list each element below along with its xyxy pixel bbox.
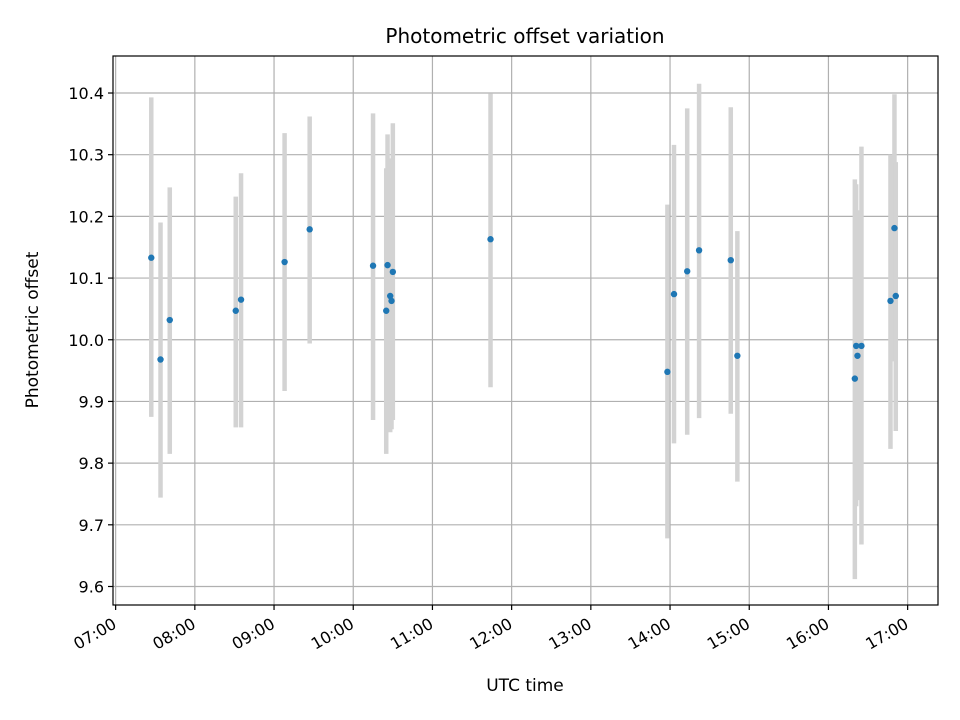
data-point <box>487 236 494 243</box>
data-point <box>389 268 397 276</box>
data-points <box>148 224 899 382</box>
x-axis-label: UTC time <box>486 676 564 696</box>
data-point <box>148 254 155 261</box>
chart-title: Photometric offset variation <box>385 24 664 48</box>
y-tick-label: 10.3 <box>68 146 104 165</box>
data-point <box>695 247 703 254</box>
data-point <box>734 352 741 359</box>
y-axis-label: Photometric offset <box>23 251 43 408</box>
y-tick-label: 10.0 <box>68 331 104 350</box>
y-tick-label: 9.9 <box>79 392 104 411</box>
y-axis-ticks: 9.6 9.7 9.8 9.9 10.0 10.1 10.2 10.3 10.4 <box>68 84 113 596</box>
data-point <box>892 292 899 300</box>
data-point <box>891 224 898 232</box>
plot-area-frame <box>112 55 939 606</box>
data-point <box>684 268 691 275</box>
data-point <box>232 307 239 314</box>
data-point <box>384 261 391 269</box>
data-point <box>858 342 865 350</box>
y-tick-label: 9.8 <box>79 454 104 473</box>
data-point <box>854 352 861 359</box>
data-point <box>670 290 678 298</box>
grid <box>113 56 938 605</box>
data-point <box>387 292 394 300</box>
y-tick-label: 9.7 <box>79 516 104 535</box>
data-point <box>281 258 288 266</box>
data-point <box>727 256 734 264</box>
data-point <box>369 262 377 269</box>
data-point <box>851 375 859 382</box>
data-point <box>383 307 390 314</box>
data-point <box>388 297 395 305</box>
y-tick-label: 10.2 <box>68 207 104 226</box>
data-point <box>237 296 245 303</box>
data-point <box>664 368 671 376</box>
y-tick-label: 10.1 <box>68 269 104 288</box>
data-point <box>166 316 173 324</box>
data-point <box>306 226 313 233</box>
data-point <box>887 297 894 305</box>
y-tick-label: 9.6 <box>79 577 104 596</box>
y-tick-label: 10.4 <box>68 84 104 103</box>
data-point <box>157 356 164 363</box>
data-point <box>852 342 860 350</box>
